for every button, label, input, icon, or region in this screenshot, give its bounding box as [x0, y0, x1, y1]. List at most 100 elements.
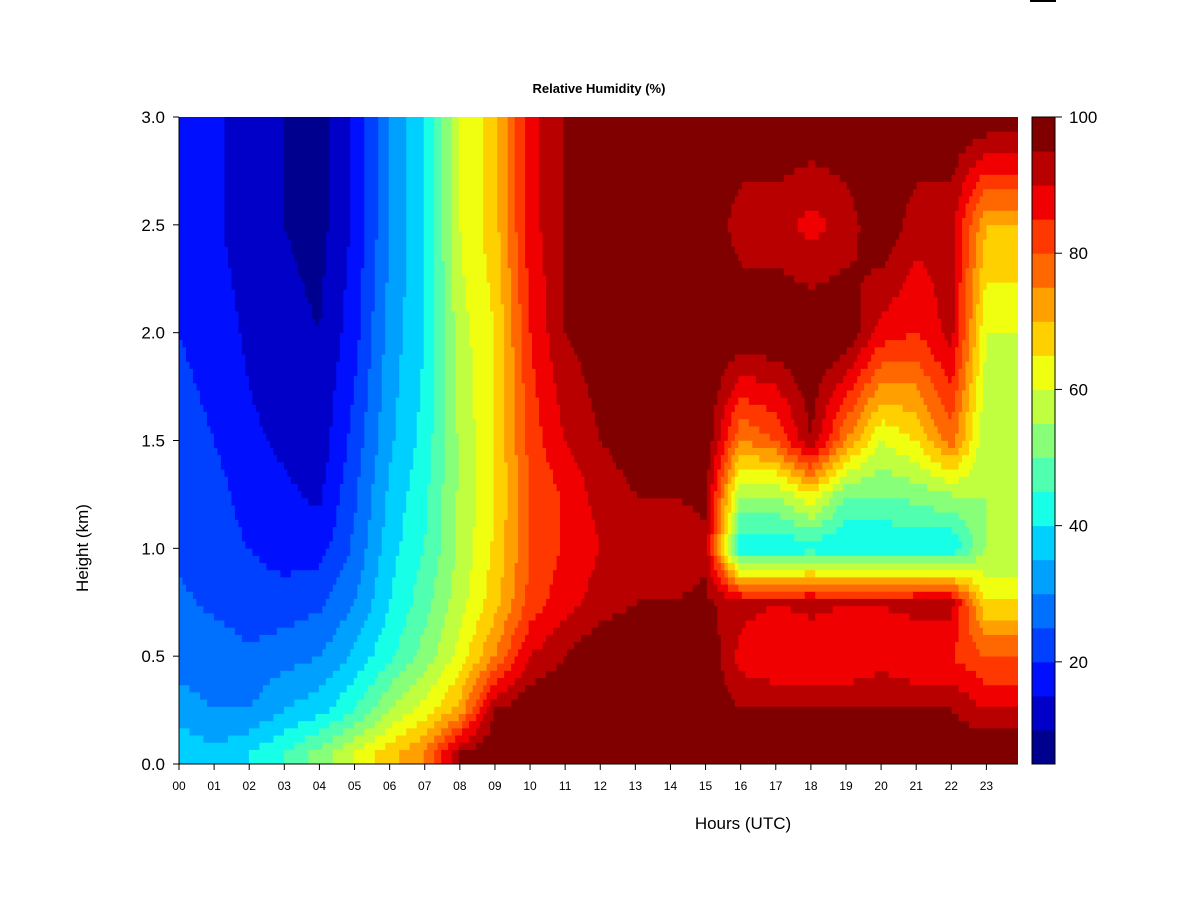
- heatmap-cell: [612, 612, 617, 764]
- heatmap-cell: [811, 706, 816, 764]
- heatmap-cell: [238, 706, 243, 736]
- heatmap-cell: [745, 454, 750, 470]
- heatmap-cell: [923, 555, 928, 564]
- heatmap-cell: [766, 447, 771, 463]
- heatmap-cell: [301, 663, 306, 700]
- heatmap-cell: [808, 562, 813, 571]
- heatmap-cell: [469, 670, 474, 693]
- heatmap-cell: [462, 742, 467, 750]
- heatmap-cell: [360, 720, 365, 736]
- heatmap-cell: [773, 382, 778, 413]
- heatmap-cell: [790, 461, 795, 477]
- heatmap-cell: [731, 555, 736, 564]
- heatmap-cell: [937, 569, 942, 578]
- heatmap-cell: [808, 519, 813, 528]
- heatmap-cell: [986, 282, 991, 333]
- heatmap-cell: [818, 447, 823, 456]
- heatmap-cell: [734, 461, 739, 477]
- heatmap-cell: [986, 598, 991, 621]
- heatmap-cell: [322, 648, 327, 686]
- heatmap-cell: [734, 706, 739, 764]
- heatmap-cell: [850, 519, 855, 556]
- heatmap-cell: [860, 389, 865, 413]
- heatmap-cell: [1014, 332, 1018, 578]
- heatmap-cell: [399, 670, 404, 700]
- heatmap-cell: [518, 619, 523, 650]
- heatmap-cell: [294, 483, 299, 571]
- heatmap-cell: [916, 260, 921, 333]
- heatmap-cell: [759, 267, 764, 355]
- heatmap-cell: [860, 677, 865, 707]
- heatmap-cell: [906, 202, 911, 276]
- heatmap-cell: [210, 612, 215, 707]
- heatmap-cell: [301, 742, 306, 764]
- heatmap-cell: [675, 497, 680, 599]
- heatmap-cell: [937, 447, 942, 463]
- heatmap-cell: [353, 512, 358, 599]
- heatmap-cell: [965, 476, 970, 499]
- heatmap-cell: [717, 117, 722, 391]
- heatmap-cell: [783, 562, 788, 571]
- heatmap-cell: [853, 706, 858, 764]
- heatmap-cell: [434, 720, 439, 736]
- heatmap-cell: [937, 117, 942, 182]
- heatmap-cell: [189, 591, 194, 693]
- heatmap-cell: [787, 591, 792, 599]
- heatmap-cell: [783, 461, 788, 470]
- heatmap-cell: [857, 706, 862, 764]
- heatmap-cell: [444, 612, 449, 664]
- heatmap-cell: [832, 440, 837, 456]
- colorbar-swatch: [1032, 457, 1055, 493]
- heatmap-cell: [850, 447, 855, 456]
- heatmap-cell: [780, 519, 785, 535]
- heatmap-cell: [360, 627, 365, 671]
- heatmap-cell: [423, 670, 428, 700]
- heatmap-cell: [469, 713, 474, 722]
- heatmap-cell: [560, 663, 565, 764]
- heatmap-cell: [934, 569, 939, 578]
- heatmap-cell: [423, 749, 428, 764]
- heatmap-cell: [476, 742, 481, 764]
- heatmap-cell: [818, 576, 823, 585]
- heatmap-cell: [486, 706, 491, 736]
- heatmap-cell: [804, 684, 809, 707]
- heatmap-cell: [717, 634, 722, 764]
- heatmap-cell: [955, 591, 960, 599]
- heatmap-cell: [780, 454, 785, 470]
- heatmap-cell: [682, 504, 687, 592]
- heatmap-cell: [794, 526, 799, 542]
- heatmap-cell: [734, 353, 739, 384]
- heatmap-cell: [1007, 188, 1012, 211]
- heatmap-cell: [525, 684, 530, 764]
- heatmap-cell: [801, 569, 806, 578]
- heatmap-cell: [395, 734, 400, 764]
- heatmap-cell: [899, 289, 904, 341]
- heatmap-cell: [871, 332, 876, 355]
- heatmap-cell: [818, 117, 823, 168]
- heatmap-cell: [892, 612, 897, 679]
- heatmap-cell: [811, 684, 816, 707]
- heatmap-cell: [804, 598, 809, 614]
- heatmap-cell: [287, 749, 292, 764]
- heatmap-cell: [955, 512, 960, 535]
- heatmap-cell: [780, 468, 785, 477]
- heatmap-cell: [965, 555, 970, 564]
- heatmap-cell: [801, 512, 806, 528]
- heatmap-cell: [976, 303, 981, 377]
- heatmap-cell: [951, 497, 956, 513]
- heatmap-cell: [322, 274, 327, 484]
- heatmap-cell: [532, 684, 537, 764]
- heatmap-cell: [745, 555, 750, 564]
- heatmap-cell: [252, 555, 257, 643]
- heatmap-cell: [990, 282, 995, 333]
- heatmap-cell: [944, 576, 949, 585]
- heatmap-cell: [941, 512, 946, 528]
- heatmap-cell: [399, 720, 404, 736]
- heatmap-cell: [920, 368, 925, 398]
- heatmap-cell: [927, 684, 932, 707]
- heatmap-cell: [741, 555, 746, 564]
- heatmap-cell: [808, 117, 813, 161]
- heatmap-cell: [762, 382, 767, 405]
- heatmap-cell: [766, 591, 771, 599]
- heatmap-cell: [797, 117, 802, 168]
